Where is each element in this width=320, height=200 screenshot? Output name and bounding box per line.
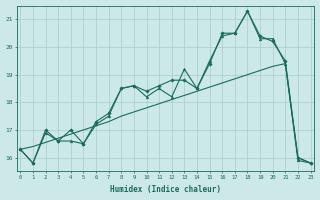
X-axis label: Humidex (Indice chaleur): Humidex (Indice chaleur) — [110, 185, 221, 194]
